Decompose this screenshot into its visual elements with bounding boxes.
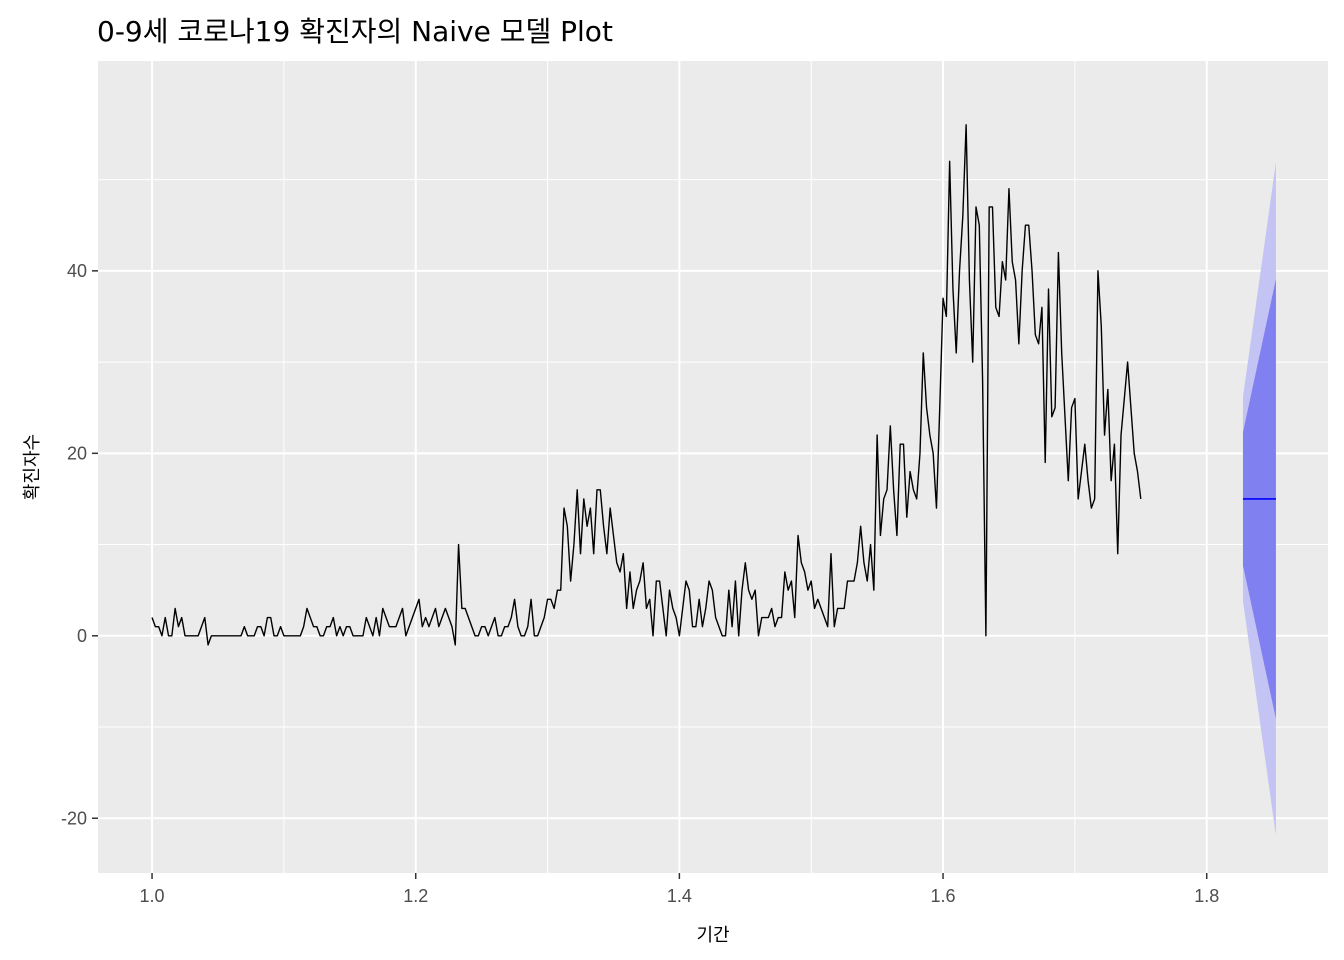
x-axis-title: 기간 [696,925,729,946]
observed-series-line [151,124,1142,646]
x-tick-label: 1.2 [403,886,428,906]
x-tick-label: 1.4 [667,886,692,906]
x-axis: 1.0 1.2 1.4 1.6 1.8 [140,873,1219,906]
plot-panel [98,61,1328,873]
y-axis: -20 0 20 40 [61,261,98,828]
y-axis-title: 확진자수 [22,434,43,500]
y-tick-label: 20 [67,443,87,463]
chart-title: 0-9세 코로나19 확진자의 Naive 모델 Plot [97,15,613,48]
minor-grid [98,61,1328,873]
x-tick-label: 1.6 [931,886,956,906]
y-tick-label: 40 [67,261,87,281]
x-tick-label: 1.0 [140,886,165,906]
y-tick-label: 0 [77,626,87,646]
major-grid [98,61,1328,873]
y-tick-label: -20 [61,808,87,828]
x-tick-label: 1.8 [1194,886,1219,906]
